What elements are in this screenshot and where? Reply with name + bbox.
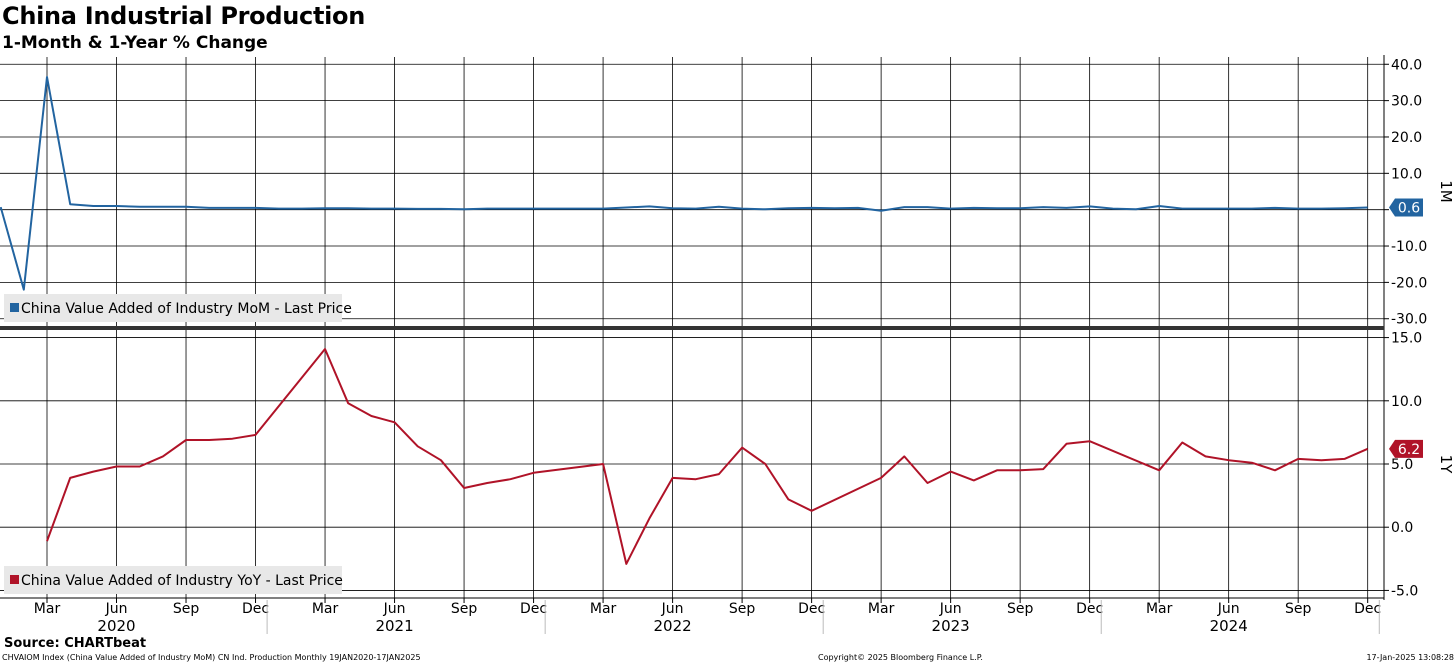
last-value-tag: [1389, 439, 1423, 458]
legend-swatch: [10, 303, 19, 312]
x-tick-label: Mar: [868, 601, 895, 617]
legend-label: China Value Added of Industry YoY - Last…: [21, 573, 343, 589]
source-note: Source: CHARTbeat: [4, 636, 147, 651]
x-tick-label: Jun: [105, 601, 128, 617]
x-tick-label: Mar: [1146, 601, 1173, 617]
x-tick-label: Sep: [173, 601, 200, 617]
x-tick-label: Dec: [798, 601, 825, 617]
y-tick-label: 0.0: [1391, 520, 1413, 536]
y-tick-label: -30.0: [1391, 312, 1427, 328]
index-info: CHVAIOM Index (China Value Added of Indu…: [2, 653, 421, 662]
x-tick-label: Dec: [242, 601, 269, 617]
last-value-label: 6.2: [1398, 442, 1420, 458]
x-tick-label: Jun: [1217, 601, 1240, 617]
y-tick-label: -5.0: [1391, 583, 1418, 599]
y-tick-label: 10.0: [1391, 394, 1422, 410]
panel-separator: [0, 326, 1384, 330]
axis-title: 1Y: [1437, 455, 1455, 475]
y-tick-label: 5.0: [1391, 457, 1413, 473]
x-tick-label: Dec: [1354, 601, 1381, 617]
timestamp: 17-Jan-2025 13:08:28: [1366, 653, 1454, 662]
x-tick-label: Sep: [1285, 601, 1312, 617]
y-tick-label: 40.0: [1391, 57, 1422, 73]
legend-label: China Value Added of Industry MoM - Last…: [21, 301, 352, 317]
x-tick-label: Sep: [729, 601, 756, 617]
y-tick-label: 10.0: [1391, 166, 1422, 182]
x-tick-label: Jun: [383, 601, 406, 617]
x-tick-label: Jun: [661, 601, 684, 617]
x-year-label: 2022: [653, 617, 691, 635]
y-tick-label: -10.0: [1391, 239, 1427, 255]
x-tick-label: Mar: [34, 601, 61, 617]
y-tick-label: -20.0: [1391, 275, 1427, 291]
y-tick-label: 20.0: [1391, 130, 1422, 146]
chart-title: China Industrial Production: [2, 2, 366, 30]
x-tick-label: Mar: [590, 601, 617, 617]
x-tick-label: Mar: [312, 601, 339, 617]
last-value-tag: [1389, 198, 1423, 217]
mom-series-line: [0, 76, 1368, 291]
axis-title: 1M: [1437, 180, 1455, 203]
x-year-label: 2024: [1210, 617, 1248, 635]
x-year-label: 2020: [97, 617, 135, 635]
yoy-series-line: [46, 348, 1369, 565]
x-tick-label: Jun: [939, 601, 962, 617]
last-value-label: 0.6: [1398, 200, 1420, 216]
x-tick-label: Dec: [1076, 601, 1103, 617]
y-tick-label: 15.0: [1391, 331, 1422, 347]
x-year-label: 2023: [932, 617, 970, 635]
legend-box: [4, 294, 342, 322]
x-year-label: 2021: [375, 617, 413, 635]
legend-swatch: [10, 575, 19, 584]
x-tick-label: Dec: [520, 601, 547, 617]
legend-box: [4, 566, 342, 594]
x-tick-label: Sep: [1007, 601, 1034, 617]
y-tick-label: 30.0: [1391, 94, 1422, 110]
x-tick-label: Sep: [451, 601, 478, 617]
chart-subtitle: 1-Month & 1-Year % Change: [2, 33, 268, 53]
copyright-note: Copyright© 2025 Bloomberg Finance L.P.: [818, 653, 983, 662]
